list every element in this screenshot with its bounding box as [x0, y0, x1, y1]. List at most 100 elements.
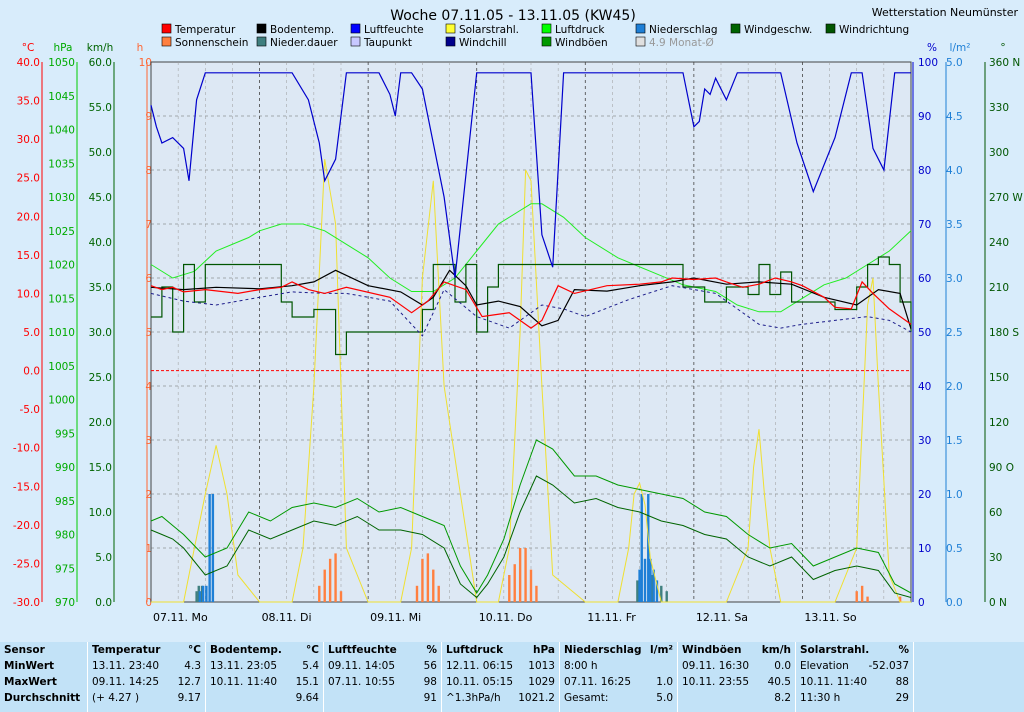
axis-tick-pressure: 1005 — [48, 361, 75, 373]
axis-tick-direction: 330 — [989, 102, 1009, 114]
stats-row-label: MaxWert — [4, 676, 57, 688]
legend-label: Windchill — [459, 37, 507, 49]
axis-tick-wind: 45.0 — [89, 192, 112, 204]
stats-cell: 13.11. 23:40 4.3 — [92, 660, 201, 672]
axis-tick-temp: 10.0 — [17, 288, 40, 300]
sunshine-bar — [529, 569, 533, 602]
soil-temp-line — [150, 269, 912, 330]
axis-tick-hours: 7 — [145, 219, 152, 231]
legend-swatch — [730, 23, 741, 34]
axis-tick-hours: 2 — [145, 489, 152, 501]
stats-column: Temperatur °C 13.11. 23:40 4.3 09.11. 14:25 1… — [88, 642, 206, 712]
stats-column: Niederschlag l/m² 8:00 h 07.11. 16:25 1.0 Ges… — [560, 642, 678, 712]
stats-cell: ^1.3hPa/h 1021.2 — [446, 692, 555, 704]
x-tick-label: 12.11. Sa — [696, 611, 748, 624]
axis-tick-hours: 8 — [145, 165, 152, 177]
rain-bar — [652, 569, 655, 602]
stats-row-label: MinWert — [4, 660, 55, 672]
axis-unit-percent: % — [927, 42, 937, 54]
axis-tick-temp: 40.0 — [17, 57, 40, 69]
temperature-line — [150, 277, 912, 329]
series-lines — [150, 72, 912, 603]
legend-label: Temperatur — [174, 24, 236, 36]
axis-tick-pressure: 1025 — [48, 226, 75, 238]
legend-swatch — [445, 36, 456, 47]
legend-swatch — [350, 23, 361, 34]
axis-tick-pressure: 980 — [55, 530, 75, 542]
stats-row-label: Sensor — [4, 644, 45, 656]
stats-column-header: Temperatur °C — [92, 644, 201, 656]
stats-column: Luftdruck hPa 12.11. 06:15 1013 10.11. 05:15… — [442, 642, 560, 712]
axis-tick-percent: 30 — [918, 435, 931, 447]
stats-cell: 09.11. 14:05 56 — [328, 660, 437, 672]
axis-tick-wind: 5.0 — [95, 552, 112, 564]
x-tick-label: 11.11. Fr — [587, 611, 636, 624]
axis-tick-pressure: 990 — [55, 462, 75, 474]
axis-tick-pressure: 1020 — [48, 260, 75, 272]
axis-tick-percent: 40 — [918, 381, 931, 393]
sunshine-bar — [437, 585, 440, 602]
stats-cell: 07.11. 16:25 1.0 — [564, 676, 673, 688]
x-tick-label: 09.11. Mi — [370, 611, 421, 624]
dewpoint-line — [150, 285, 912, 337]
stats-cell: 12.11. 06:15 1013 — [446, 660, 555, 672]
rain-bar — [655, 580, 659, 602]
axis-tick-rain: 0.0 — [946, 597, 963, 609]
legend-label: Nieder.dauer — [270, 37, 338, 49]
sunshine-bar — [860, 585, 864, 602]
stats-cell: 8:00 h — [564, 660, 598, 672]
axis-unit-hours: h — [137, 42, 144, 54]
axis-tick-direction: 210 — [989, 282, 1009, 294]
sunshine-bar — [415, 585, 419, 602]
axis-tick-hours: 6 — [145, 273, 152, 285]
stats-cell: Elevation -52.037 — [800, 660, 909, 672]
axis-tick-hours: 1 — [145, 543, 152, 555]
axis-unit-wind: km/h — [87, 42, 114, 54]
axis-tick-direction: 120 — [989, 417, 1009, 429]
axis-tick-hours: 10 — [139, 57, 152, 69]
sunshine-bar — [855, 591, 858, 602]
stats-row-label: Durchschnitt — [4, 692, 81, 704]
sunshine-bar — [339, 591, 343, 602]
rain-bar — [198, 591, 202, 602]
axis-tick-direction: 270 W — [989, 192, 1023, 204]
legend-label: Windgeschw. — [744, 24, 812, 36]
axis-tick-temp: 25.0 — [17, 173, 40, 185]
axis-tick-temp: -5.0 — [20, 404, 41, 416]
stats-cell: 8.2 — [774, 692, 791, 704]
legend-label: Solarstrahl. — [459, 24, 519, 36]
axis-tick-rain: 5.0 — [946, 57, 963, 69]
sunshine-bar — [323, 569, 326, 602]
rain-bar — [649, 558, 652, 602]
legend-label: Niederschlag — [649, 24, 718, 36]
axis-tick-rain: 3.5 — [946, 219, 963, 231]
axis-tick-temp: 0.0 — [23, 366, 40, 378]
axis-tick-temp: 15.0 — [17, 250, 40, 262]
sunshine-bar — [421, 558, 424, 602]
pressure-line — [150, 203, 912, 313]
station-name: Wetterstation Neumünster — [872, 6, 1019, 19]
rain-duration-bar — [636, 580, 639, 602]
axis-tick-temp: 20.0 — [17, 211, 40, 223]
axes: 40.035.030.025.020.015.010.05.00.0-5.0-1… — [13, 42, 1024, 624]
axis-tick-wind: 15.0 — [89, 462, 112, 474]
sunshine-bar — [426, 553, 430, 602]
legend-label: Luftfeuchte — [364, 24, 424, 36]
axis-tick-rain: 0.5 — [946, 543, 963, 555]
axis-tick-wind: 30.0 — [89, 327, 112, 339]
axis-tick-wind: 25.0 — [89, 372, 112, 384]
rain-bar — [643, 558, 647, 602]
axis-tick-temp: -25.0 — [13, 558, 40, 570]
axis-tick-rain: 2.5 — [946, 327, 963, 339]
stats-column: Solarstrahl.% Elevation -52.037 10.11. 11:4… — [796, 642, 914, 712]
legend-label: Luftdruck — [555, 24, 605, 36]
axis-tick-pressure: 1045 — [48, 91, 75, 103]
legend-swatch — [161, 36, 172, 47]
bars — [195, 494, 902, 602]
legend-label: Windrichtung — [839, 24, 909, 36]
axis-tick-rain: 4.0 — [946, 165, 963, 177]
stats-cell: 10.11. 11:40 15.1 — [210, 676, 319, 688]
stats-cell: 91 — [423, 692, 437, 704]
stats-column-header: Luftdruck hPa — [446, 644, 555, 656]
rain-bar — [208, 494, 211, 602]
